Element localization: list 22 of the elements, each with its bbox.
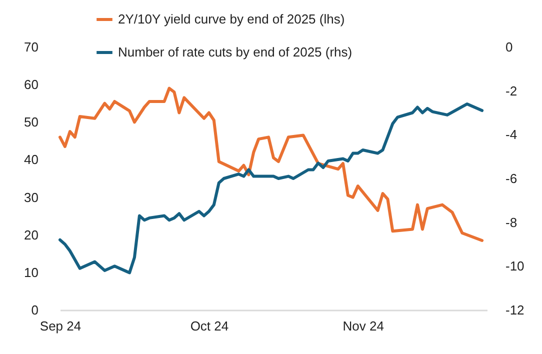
y-tick-label: 10 (24, 264, 38, 280)
x-tick-label: Nov 24 (342, 318, 384, 334)
y2-tick-label: 0 (506, 40, 513, 54)
y-tick-label: 40 (24, 152, 38, 168)
line-series (58, 102, 484, 274)
y2-tick-label: -12 (506, 302, 524, 318)
y2-tick-label: -6 (506, 171, 518, 186)
y2-tick-label: -4 (506, 127, 518, 142)
line-series (58, 86, 484, 242)
y2-tick-label: -8 (506, 214, 518, 230)
y-tick-label: 20 (24, 227, 38, 242)
x-tick-label: Sep 24 (40, 318, 82, 334)
legend-label: 2Y/10Y yield curve by end of 2025 (lhs) (118, 12, 345, 26)
y-tick-label: 60 (24, 77, 38, 92)
y2-tick-label: -2 (506, 83, 518, 98)
y2-tick-label: -10 (506, 258, 524, 274)
y-tick-label: 0 (31, 302, 38, 318)
y-tick-label: 70 (24, 40, 38, 54)
y-tick-label: 50 (24, 114, 38, 130)
y-tick-label: 30 (24, 190, 38, 205)
x-tick-label: Oct 24 (190, 318, 229, 334)
legend-label: Number of rate cuts by end of 2025 (rhs) (118, 44, 352, 60)
